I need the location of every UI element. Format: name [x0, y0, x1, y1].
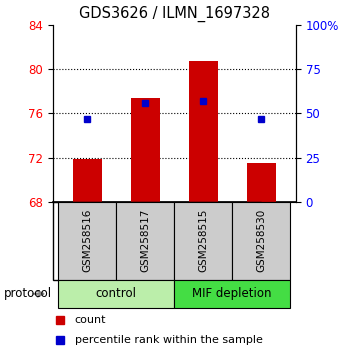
Text: GSM258515: GSM258515: [198, 209, 208, 273]
Text: GSM258517: GSM258517: [140, 209, 150, 273]
FancyBboxPatch shape: [116, 202, 174, 280]
FancyBboxPatch shape: [58, 202, 116, 280]
Text: GSM258516: GSM258516: [82, 209, 92, 273]
Title: GDS3626 / ILMN_1697328: GDS3626 / ILMN_1697328: [79, 6, 270, 22]
Text: protocol: protocol: [3, 287, 52, 300]
FancyBboxPatch shape: [174, 280, 290, 308]
Text: MIF depletion: MIF depletion: [192, 287, 272, 300]
Text: control: control: [96, 287, 137, 300]
Bar: [73, 159, 102, 202]
Bar: [131, 98, 160, 202]
FancyBboxPatch shape: [174, 202, 232, 280]
Text: GSM258530: GSM258530: [256, 209, 266, 272]
Bar: [246, 163, 275, 202]
Text: count: count: [74, 315, 106, 325]
FancyBboxPatch shape: [58, 280, 174, 308]
FancyBboxPatch shape: [232, 202, 290, 280]
Text: percentile rank within the sample: percentile rank within the sample: [74, 335, 262, 345]
Bar: [189, 61, 218, 202]
